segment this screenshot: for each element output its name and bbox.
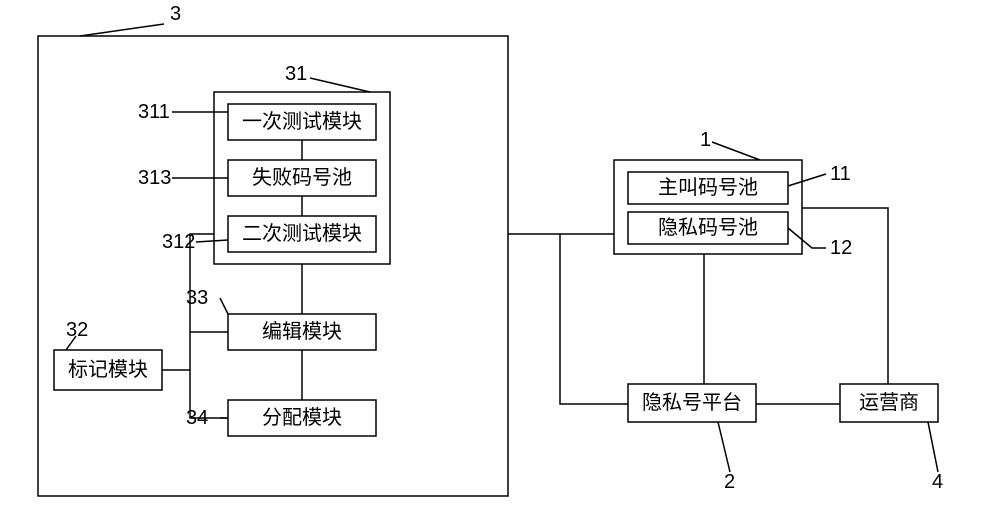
platform-ref: 2 [724,471,735,493]
mark-ref: 32 [66,319,88,341]
inner-frame-ref: 31 [285,63,307,85]
failpool-ref: 313 [138,167,171,189]
edit-label: 编辑模块 [262,320,342,343]
failpool-label: 失败码号池 [252,166,352,189]
test2-label: 二次测试模块 [242,222,362,245]
wire-8 [560,234,628,404]
mark-label: 标记模块 [68,358,148,381]
privpool-ref: 12 [830,237,852,259]
alloc-label: 分配模块 [262,406,342,429]
operator-label: 运营商 [859,391,919,414]
wire-11 [802,208,888,384]
test1-ref: 311 [138,101,170,123]
platform-label: 隐私号平台 [642,391,742,414]
test1-label: 一次测试模块 [242,110,362,133]
privpool-label: 隐私码号池 [658,216,758,239]
caller-label: 主叫码号池 [658,176,758,199]
pool-frame-ref: 1 [700,129,711,151]
operator-ref: 4 [932,471,943,493]
outer-frame-ref: 3 [170,3,181,25]
caller-ref: 11 [830,163,851,185]
